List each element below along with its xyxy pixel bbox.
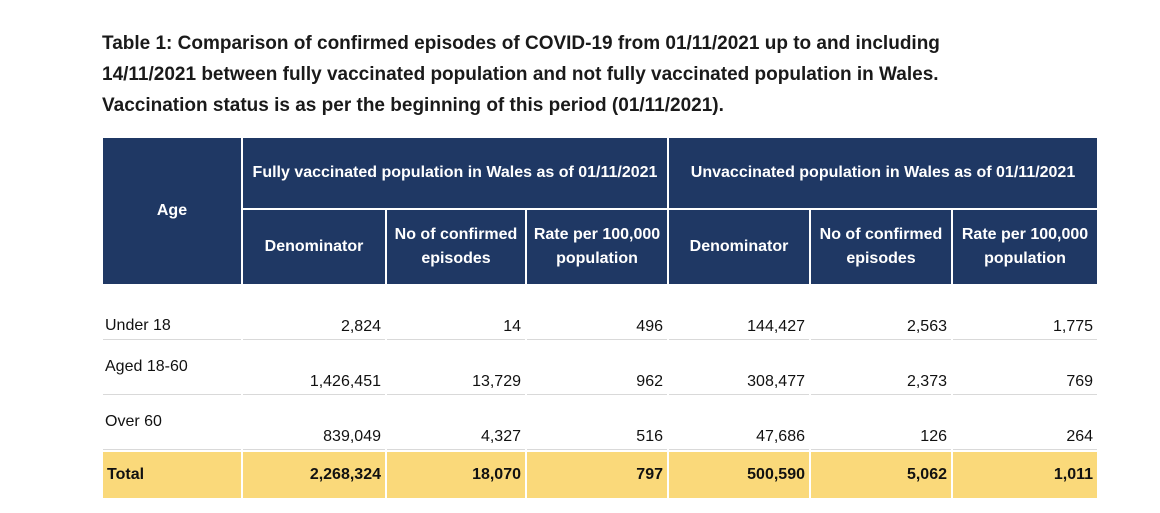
value-cell: 2,824: [243, 286, 385, 340]
value-cell: 839,049: [243, 397, 385, 450]
value-cell: 769: [953, 342, 1098, 395]
table-row: Under 18 2,824 14 496 144,427 2,563 1,77…: [103, 286, 1098, 340]
caption-line-1: Table 1: Comparison of confirmed episode…: [102, 33, 940, 54]
age-cell: Under 18: [103, 286, 241, 340]
value-cell: 264: [953, 397, 1098, 450]
age-cell: Over 60: [103, 397, 241, 450]
value-cell: 962: [527, 342, 667, 395]
total-cell: 797: [527, 452, 667, 498]
uv-denominator-header: Denominator: [669, 210, 809, 284]
total-cell: 2,268,324: [243, 452, 385, 498]
value-cell: 14: [387, 286, 525, 340]
caption-line-3: Vaccination status is as per the beginni…: [102, 95, 724, 116]
age-header: Age: [103, 138, 241, 284]
total-cell: 500,590: [669, 452, 809, 498]
value-cell: 144,427: [669, 286, 809, 340]
fv-denominator-header: Denominator: [243, 210, 385, 284]
fully-vaccinated-header: Fully vaccinated population in Wales as …: [243, 138, 667, 208]
value-cell: 308,477: [669, 342, 809, 395]
value-cell: 496: [527, 286, 667, 340]
total-row: Total 2,268,324 18,070 797 500,590 5,062…: [103, 452, 1098, 498]
table-row: Aged 18-60 1,426,451 13,729 962 308,477 …: [103, 342, 1098, 395]
value-cell: 4,327: [387, 397, 525, 450]
uv-episodes-header: No of confirmed episodes: [811, 210, 951, 284]
total-cell: 5,062: [811, 452, 951, 498]
fv-episodes-header: No of confirmed episodes: [387, 210, 525, 284]
unvaccinated-header: Unvaccinated population in Wales as of 0…: [669, 138, 1098, 208]
value-cell: 516: [527, 397, 667, 450]
value-cell: 13,729: [387, 342, 525, 395]
table-row: Over 60 839,049 4,327 516 47,686 126 264: [103, 397, 1098, 450]
value-cell: 1,775: [953, 286, 1098, 340]
value-cell: 2,563: [811, 286, 951, 340]
total-cell: 18,070: [387, 452, 525, 498]
uv-rate-header: Rate per 100,000 population: [953, 210, 1098, 284]
total-cell: 1,011: [953, 452, 1098, 498]
caption-line-2: 14/11/2021 between fully vaccinated popu…: [102, 64, 939, 85]
fv-rate-header: Rate per 100,000 population: [527, 210, 667, 284]
value-cell: 2,373: [811, 342, 951, 395]
total-label: Total: [103, 452, 241, 498]
covid-comparison-table: Age Fully vaccinated population in Wales…: [101, 136, 1099, 500]
value-cell: 47,686: [669, 397, 809, 450]
table-caption: Table 1: Comparison of confirmed episode…: [102, 28, 1042, 121]
value-cell: 1,426,451: [243, 342, 385, 395]
age-cell: Aged 18-60: [103, 342, 241, 395]
value-cell: 126: [811, 397, 951, 450]
